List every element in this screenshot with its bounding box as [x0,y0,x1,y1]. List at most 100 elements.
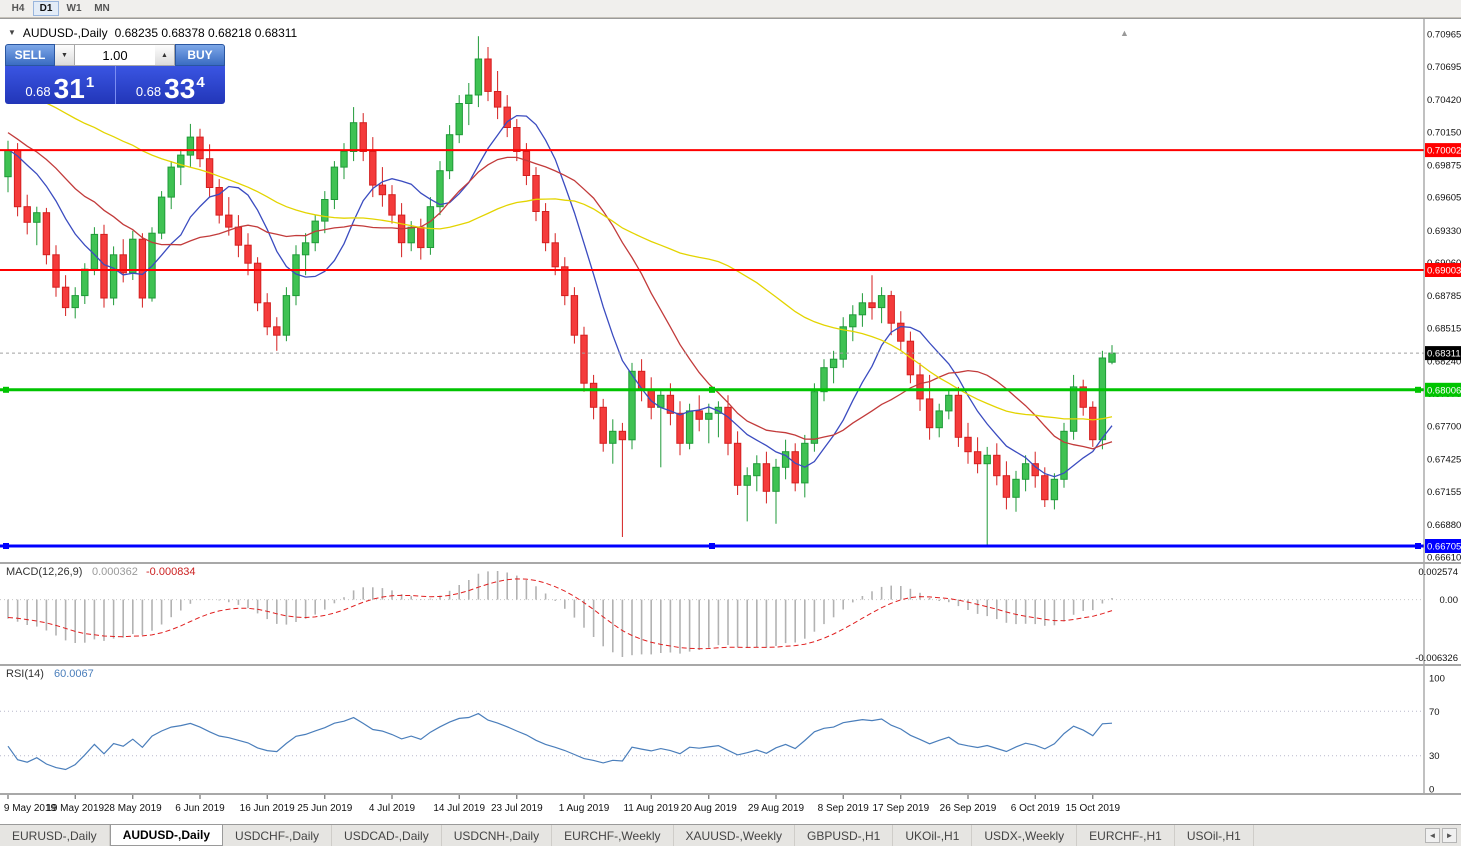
svg-text:70: 70 [1429,707,1440,718]
svg-text:0.69003: 0.69003 [1427,266,1461,277]
svg-text:14 Jul 2019: 14 Jul 2019 [433,803,485,814]
macd-axis: 0.002574 0.00 -0.006326 [1415,567,1458,664]
svg-text:60.0067: 60.0067 [54,668,94,680]
svg-text:▲: ▲ [1120,28,1129,38]
svg-text:26 Sep 2019: 26 Sep 2019 [940,803,997,814]
svg-text:0.68240: 0.68240 [1427,357,1461,368]
chart-tab-usdcad[interactable]: USDCAD-,Daily [332,825,442,846]
buy-price-panel[interactable]: 0.68 33 4 [115,66,225,104]
svg-text:0.66880: 0.66880 [1427,520,1461,531]
buy-price-prefix: 0.68 [135,84,162,100]
sell-price-big-digits: 31 [53,73,85,105]
svg-text:0.002574: 0.002574 [1418,567,1458,578]
svg-text:0.70965: 0.70965 [1427,29,1461,40]
chart-tab-eurchf[interactable]: EURCHF-,H1 [1077,825,1175,846]
one-click-trading-panel: SELL ▼ 1.00 ▲ BUY 0.68 31 1 0.68 33 4 [5,44,225,104]
chart-tab-eurusd[interactable]: EURUSD-,Daily [0,825,110,846]
svg-text:6 Oct 2019: 6 Oct 2019 [1011,803,1060,814]
chart-scroll-up-icon[interactable]: ▲ [1120,28,1129,38]
svg-text:20 Aug 2019: 20 Aug 2019 [681,803,738,814]
svg-text:100: 100 [1429,674,1445,685]
svg-text:0.66610: 0.66610 [1427,552,1461,563]
macd-label: MACD(12,26,9) 0.000362 -0.000834 [6,566,196,578]
svg-text:6 Jun 2019: 6 Jun 2019 [175,803,225,814]
chart-tab-usdcnh[interactable]: USDCNH-,Daily [442,825,553,846]
tabs-scroll-left-icon[interactable]: ◄ [1425,828,1440,843]
svg-text:0.70150: 0.70150 [1427,127,1461,138]
one-click-controls-row: SELL ▼ 1.00 ▲ BUY [5,44,225,66]
chart-ohlc-values: 0.68235 0.68378 0.68218 0.68311 [114,26,298,40]
svg-text:0.67425: 0.67425 [1427,455,1461,466]
chart-area[interactable]: 0.70965 0.70695 0.70420 0.70150 0.69875 0.696… [0,18,1461,824]
chart-tab-ukoil[interactable]: UKOil-,H1 [893,825,973,846]
svg-text:9 May 2019: 9 May 2019 [4,803,57,814]
timeframe-d1-button[interactable]: D1 [33,1,59,16]
svg-text:RSI(14): RSI(14) [6,668,44,680]
chart-tab-usoil[interactable]: USOil-,H1 [1175,825,1254,846]
svg-text:17 Sep 2019: 17 Sep 2019 [872,803,929,814]
svg-text:0.69330: 0.69330 [1427,226,1461,237]
sell-price-panel[interactable]: 0.68 31 1 [5,66,116,104]
price-axis-chip: 0.69003 [1425,263,1461,277]
svg-text:25 Jun 2019: 25 Jun 2019 [297,803,352,814]
chart-tab-xauusd[interactable]: XAUUSD-,Weekly [674,825,795,846]
volume-decrease-button[interactable]: ▼ [55,44,75,66]
tab-list: EURUSD-,Daily AUDUSD-,Daily USDCHF-,Daily U… [0,825,1254,846]
chart-title: ▼ AUDUSD-,Daily 0.68235 0.68378 0.68218 … [8,26,297,40]
timeframe-mn-button[interactable]: MN [94,3,110,14]
timeframe-w1-button[interactable]: W1 [66,3,82,14]
price-axis-chip: 0.70002 [1425,143,1461,158]
sell-button[interactable]: SELL [5,44,55,66]
chart-tab-usdx[interactable]: USDX-,Weekly [972,825,1078,846]
svg-text:28 May 2019: 28 May 2019 [104,803,162,814]
chart-tab-gbpusd[interactable]: GBPUSD-,H1 [795,825,894,846]
macd-histogram [7,571,1113,657]
macd-signal-line [7,578,1113,650]
sell-price-prefix: 0.68 [25,84,51,100]
svg-text:8 Sep 2019: 8 Sep 2019 [818,803,870,814]
svg-text:0.67700: 0.67700 [1427,422,1461,433]
buy-price-superscript: 4 [196,74,205,91]
svg-text:0.00: 0.00 [1440,595,1459,606]
svg-text:29 Aug 2019: 29 Aug 2019 [748,803,805,814]
svg-text:1 Aug 2019: 1 Aug 2019 [559,803,610,814]
svg-text:0.70695: 0.70695 [1427,62,1461,73]
rsi-axis: 100 70 30 0 [1429,674,1445,796]
tabs-scroll-right-icon[interactable]: ► [1442,828,1457,843]
svg-text:0.70002: 0.70002 [1427,146,1461,157]
tab-scroll-controls: ◄ ► [1425,825,1461,846]
horizontal-level-lines[interactable] [0,149,1424,549]
volume-input[interactable]: 1.00 [75,44,155,66]
svg-text:0.68006: 0.68006 [1427,385,1461,396]
svg-text:0.68785: 0.68785 [1427,291,1461,302]
chart-tab-usdchf[interactable]: USDCHF-,Daily [223,825,333,846]
chart-symbol-period: AUDUSD-,Daily [22,26,108,40]
volume-increase-button[interactable]: ▲ [155,44,175,66]
svg-text:0.66705: 0.66705 [1427,542,1461,553]
svg-text:30: 30 [1429,751,1440,762]
svg-text:19 May 2019: 19 May 2019 [46,803,104,814]
svg-text:-0.000834: -0.000834 [146,566,196,578]
svg-text:0.68515: 0.68515 [1427,324,1461,335]
price-axis-ticks: 0.70965 0.70695 0.70420 0.70150 0.69875 0.696… [1427,29,1461,563]
svg-text:4 Jul 2019: 4 Jul 2019 [369,803,416,814]
one-click-price-row: 0.68 31 1 0.68 33 4 [5,66,225,104]
buy-button[interactable]: BUY [175,44,225,66]
svg-text:-0.006326: -0.006326 [1415,653,1458,664]
price-axis-chip: 0.68311 [1425,346,1461,361]
svg-text:0.67155: 0.67155 [1427,487,1461,498]
candles [4,36,1116,546]
chart-canvas[interactable]: 0.70965 0.70695 0.70420 0.70150 0.69875 0.696… [0,19,1461,825]
svg-text:0.000362: 0.000362 [92,566,138,578]
chart-tab-audusd[interactable]: AUDUSD-,Daily [109,825,224,846]
svg-text:0.70420: 0.70420 [1427,95,1461,106]
svg-text:0.68311: 0.68311 [1427,349,1461,360]
timeframe-toolbar: H4 D1 W1 MN [0,0,1461,18]
collapse-chart-icon[interactable]: ▼ [8,28,16,37]
svg-text:16 Jun 2019: 16 Jun 2019 [240,803,295,814]
price-axis-chip: 0.68006 [1425,382,1461,397]
chart-tab-eurchf[interactable]: EURCHF-,Weekly [552,825,674,846]
timeframe-h4-button[interactable]: H4 [11,3,25,14]
